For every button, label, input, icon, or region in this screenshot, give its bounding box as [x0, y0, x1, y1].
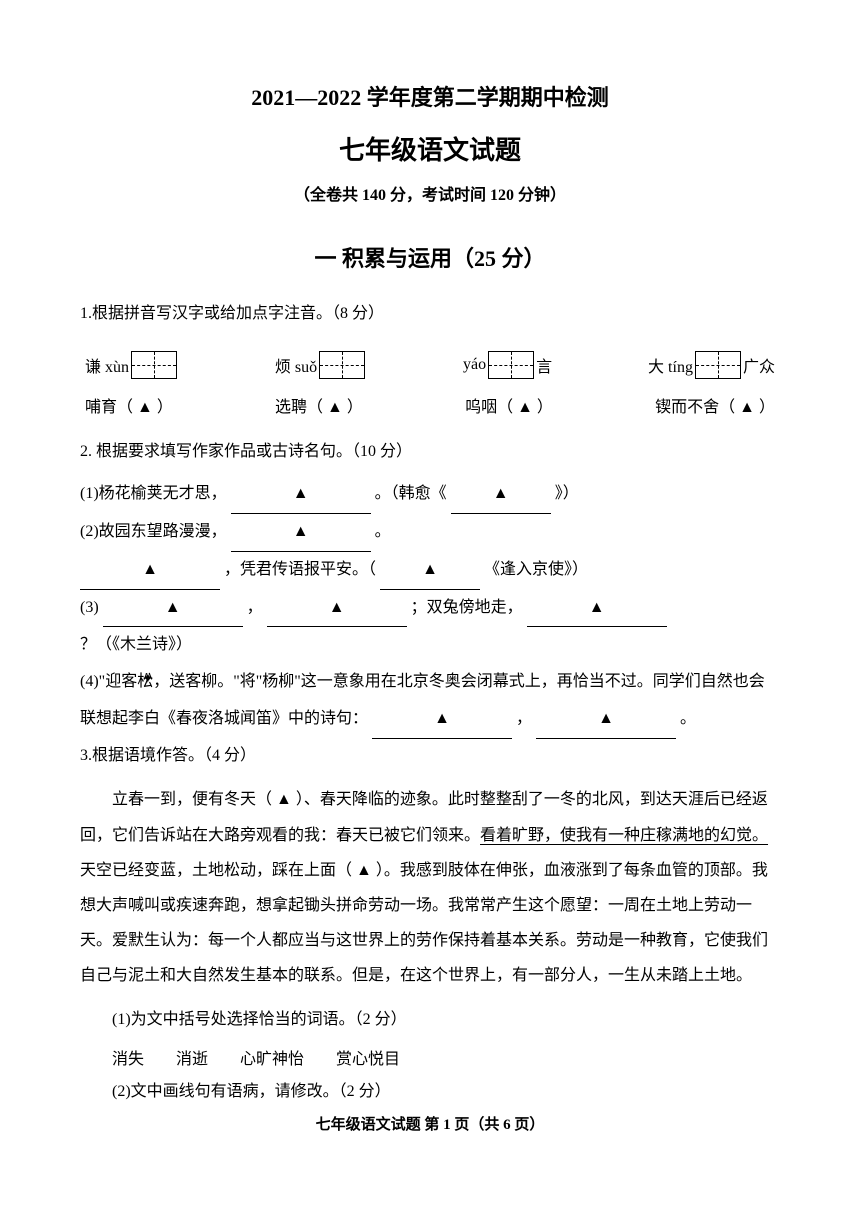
main-title: 2021—2022 学年度第二学期期中检测: [80, 80, 780, 112]
passage: 立春一到，便有冬天（ ▲ ）、春天降临的迹象。此时整整刮了一冬的北风，到达天涯后…: [80, 782, 780, 993]
q2-line4: (3) ▲ ， ▲ ；双兔傍地走， ▲ ？（《木兰诗》）: [80, 590, 780, 665]
q2-4-end: ？（《木兰诗》）: [80, 636, 192, 653]
pinyin-text-1: 谦 xùn: [85, 353, 129, 377]
blank: ▲: [103, 590, 243, 628]
pinyin-item-3: yáo 言: [463, 351, 552, 379]
exam-info: （全卷共 140 分，考试时间 120 分钟）: [80, 181, 780, 205]
grid-box-4: [695, 351, 741, 379]
choice-2: 消逝: [176, 1051, 208, 1068]
q2-line2: (2)故园东望路漫漫， ▲ 。: [80, 514, 780, 552]
q3-sub1: (1)为文中括号处选择恰当的词语。（2 分）: [112, 1003, 780, 1037]
q3-sub2: (2)文中画线句有语病，请修改。（2 分）: [112, 1075, 780, 1109]
choices-row: 消失 消逝 心旷神怡 赏心悦目: [112, 1045, 780, 1069]
q2-1-punct: 。（韩愈《: [375, 485, 447, 502]
passage-p2: 天空已经变蓝，土地松动，踩在上面（ ▲ ）。我感到肢体在伸张，血液涨到了每条血管…: [80, 862, 768, 985]
q2-5-end: 。: [680, 710, 696, 727]
blank: ▲: [267, 590, 407, 628]
section-title: 一 积累与运用（25 分）: [80, 241, 780, 273]
q2-4-mid: ；双兔傍地走，: [411, 599, 523, 616]
sub-title: 七年级语文试题: [80, 130, 780, 167]
choice-1: 消失: [112, 1051, 144, 1068]
q2-line1: (1)杨花榆荚无才思， ▲ 。（韩愈《 ▲ 》）: [80, 476, 780, 514]
q1-prompt: 1.根据拼音写汉字或给加点字注音。（8 分）: [80, 297, 780, 331]
pinyin-text-3b: 言: [536, 353, 552, 377]
pinyin-item-1: 谦 xùn: [85, 351, 179, 379]
q2-2-text: (2)故园东望路漫漫，: [80, 523, 227, 540]
q2-4-prefix: (3): [80, 599, 99, 616]
grid-box-1: [131, 351, 177, 379]
page-footer: 七年级语文试题 第 1 页（共 6 页）: [80, 1113, 780, 1134]
q2-1-text: (1)杨花榆荚无才思，: [80, 485, 227, 502]
blank: ▲: [80, 552, 220, 590]
pinyin-item-4: 大 tíng 广众: [648, 351, 775, 379]
blank: ▲: [536, 701, 676, 739]
pinyin-text-3a: yáo: [463, 356, 486, 374]
q3-prompt: 3.根据语境作答。（4 分）: [80, 739, 780, 773]
grid-box-2: [319, 351, 365, 379]
q2-prompt: 2. 根据要求填写作家作品或古诗名句。（10 分）: [80, 435, 780, 469]
q2-4-comma: ，: [247, 599, 263, 616]
blank: ▲: [231, 514, 371, 552]
choice-3: 心旷神怡: [240, 1051, 304, 1068]
pinyin-text-2: 烦 suǒ: [275, 353, 317, 377]
blank: ▲: [380, 552, 480, 590]
q2-3-end: 《逢入京使》）: [484, 561, 588, 578]
marker-icon: ✦: [142, 664, 154, 696]
fill-item-3: 呜咽（ ▲ ）: [465, 393, 553, 417]
pinyin-item-2: 烦 suǒ: [275, 351, 367, 379]
grid-box-3: [488, 351, 534, 379]
fill-row: 哺育（ ▲ ） 选聘（ ▲ ） 呜咽（ ▲ ） 锲而不舍（ ▲ ）: [80, 393, 780, 417]
pinyin-row: 谦 xùn 烦 suǒ yáo 言 大 tíng 广众: [80, 351, 780, 379]
q2-3-text: ，凭君传语报平安。（: [224, 561, 376, 578]
blank: ▲: [451, 476, 551, 514]
q2-line5: ✦ (4)"迎客松，送客柳。"将"杨柳"这一意象用在北京冬奥会闭幕式上，再恰当不…: [80, 664, 780, 739]
fill-item-1: 哺育（ ▲ ）: [85, 393, 173, 417]
passage-underlined: 看着旷野，使我有一种庄稼满地的幻觉。: [480, 827, 768, 844]
q2-5-comma: ，: [516, 710, 532, 727]
blank: ▲: [231, 476, 371, 514]
q2-line3: ▲ ，凭君传语报平安。（ ▲ 《逢入京使》）: [80, 552, 780, 590]
q2-1-end: 》）: [555, 485, 579, 502]
fill-item-4: 锲而不舍（ ▲ ）: [655, 393, 775, 417]
blank: ▲: [372, 701, 512, 739]
blank: ▲: [527, 590, 667, 628]
q2-2-punct: 。: [375, 523, 391, 540]
fill-item-2: 选聘（ ▲ ）: [275, 393, 363, 417]
pinyin-text-4b: 广众: [743, 353, 775, 377]
choice-4: 赏心悦目: [336, 1051, 400, 1068]
pinyin-text-4a: 大 tíng: [648, 353, 693, 377]
